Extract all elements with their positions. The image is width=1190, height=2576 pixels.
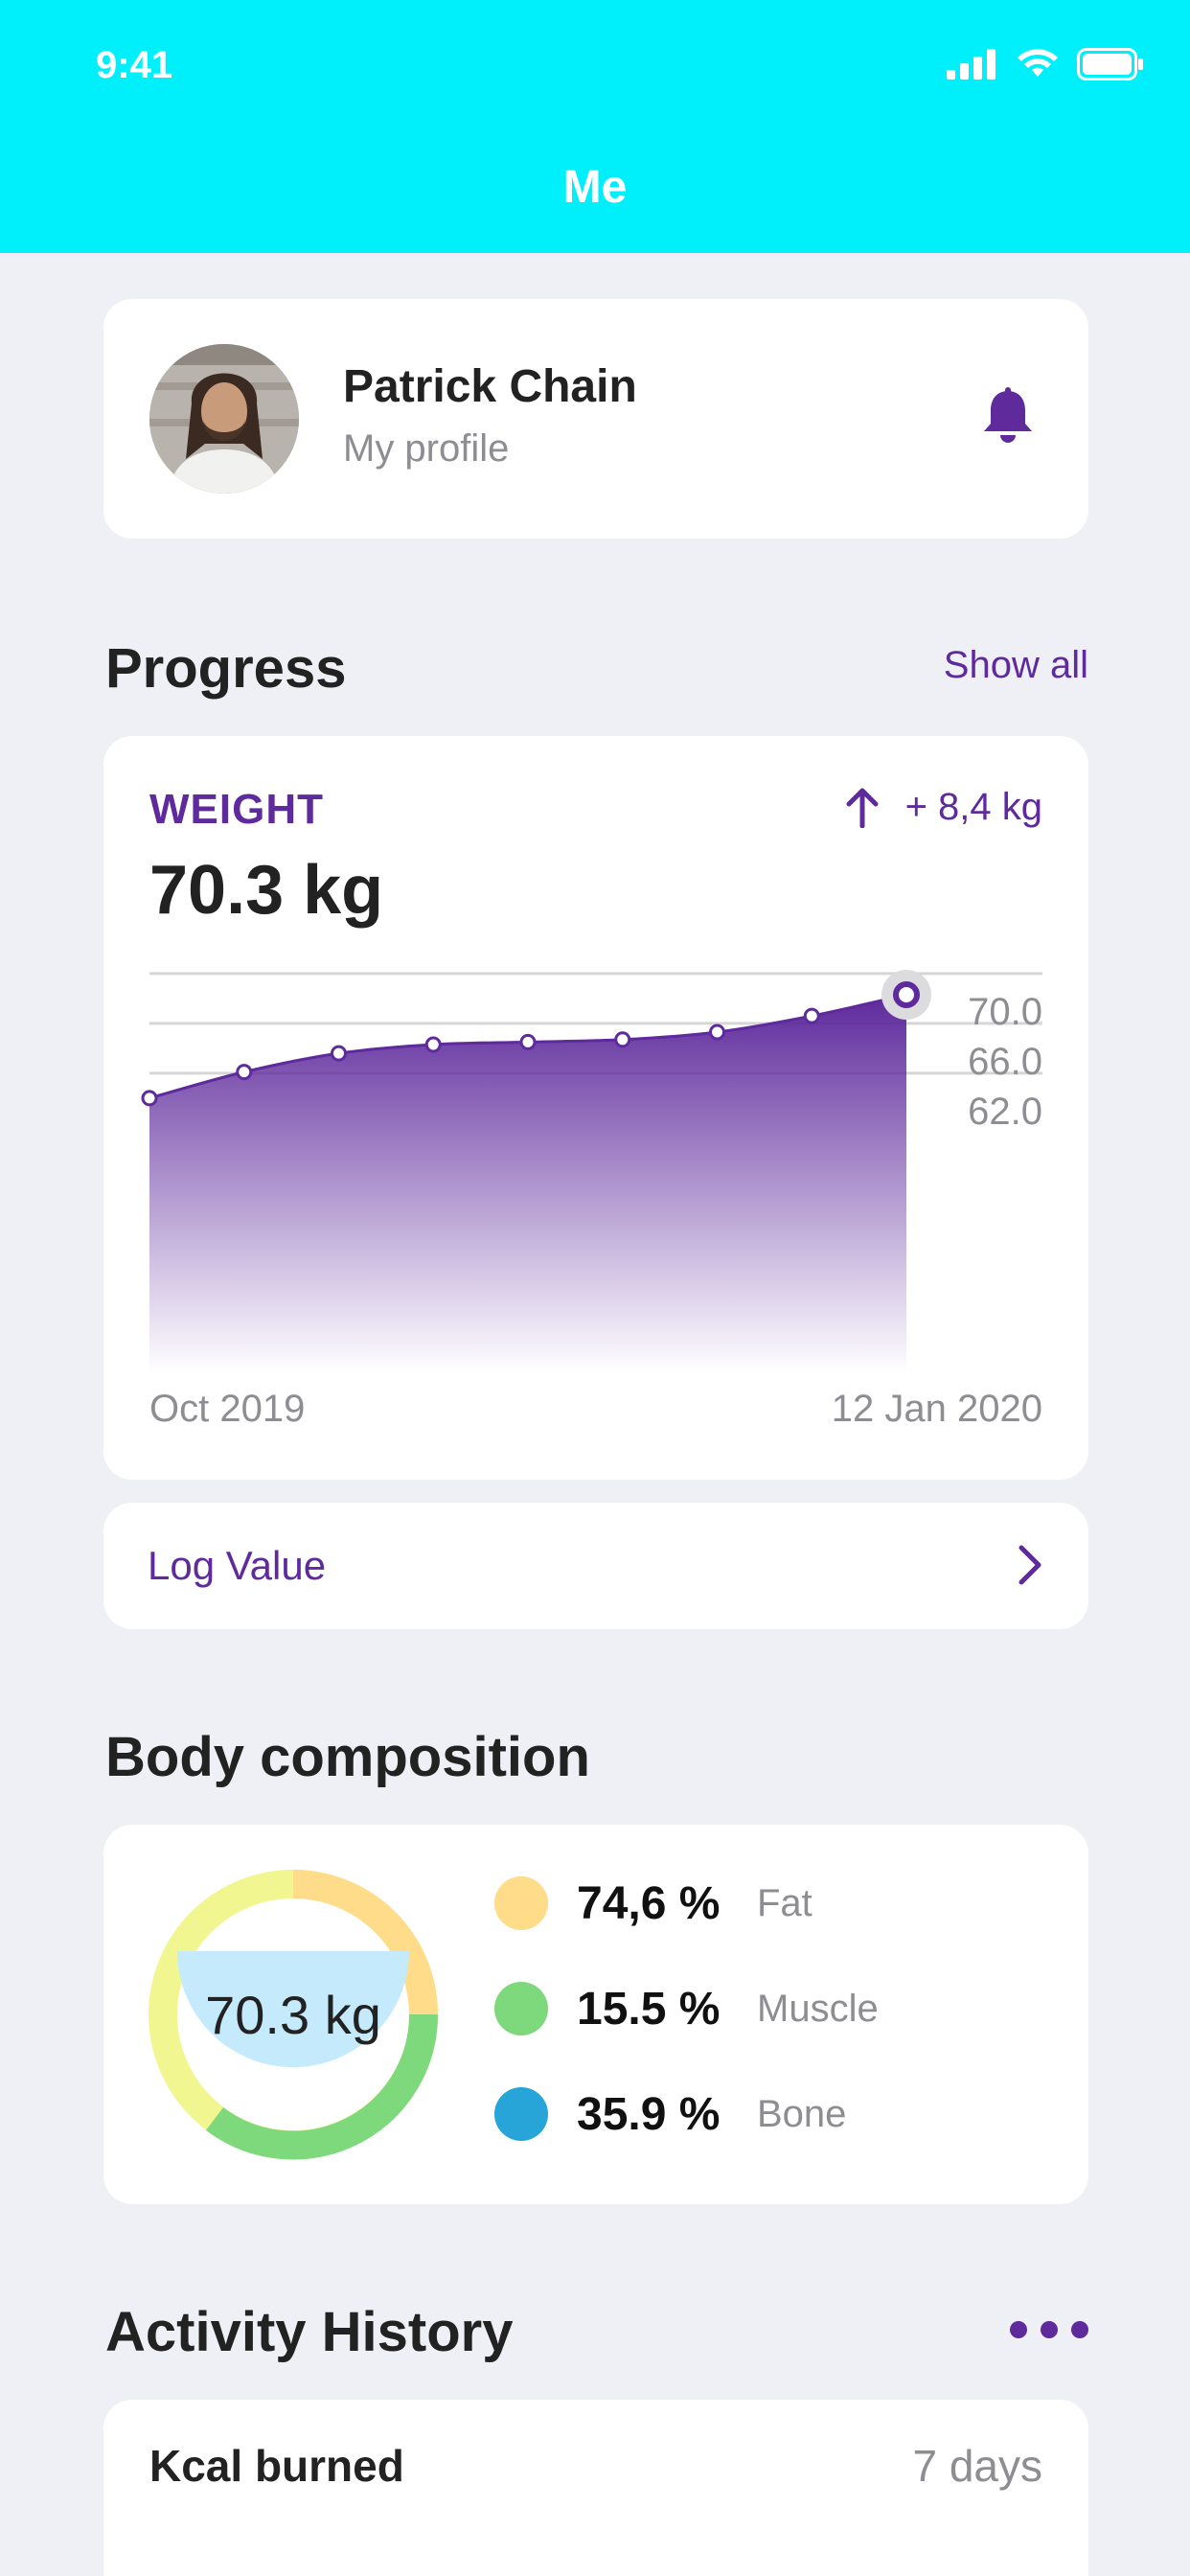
log-value-label: Log Value <box>148 1543 327 1588</box>
data-point[interactable] <box>519 1033 537 1050</box>
progress-title: Progress <box>105 637 347 700</box>
y-tick-label: 66.0 <box>968 1041 1042 1083</box>
x-axis-end: 12 Jan 2020 <box>831 1388 1042 1430</box>
avatar-image <box>149 344 299 494</box>
muscle-dot <box>494 1982 548 2036</box>
data-point[interactable] <box>236 1064 253 1081</box>
status-time: 9:41 <box>96 44 173 86</box>
page-title: Me <box>562 162 628 213</box>
more-options-icon[interactable] <box>1010 2321 1088 2338</box>
data-point[interactable] <box>614 1031 631 1048</box>
metric-label: WEIGHT <box>149 786 324 833</box>
legend-fat: 74,6 % Fat <box>494 1876 812 1930</box>
data-point[interactable] <box>331 1045 347 1062</box>
arrow-up-icon <box>846 788 879 828</box>
bone-label: Bone <box>757 2092 847 2135</box>
notification-button[interactable] <box>981 387 1035 451</box>
data-point[interactable] <box>893 981 920 1008</box>
fat-label: Fat <box>757 1881 812 1924</box>
y-tick-label: 70.0 <box>968 991 1042 1033</box>
log-value-button[interactable]: Log Value <box>103 1503 1088 1629</box>
data-point[interactable] <box>803 1007 820 1024</box>
donut-center-value: 70.3 kg <box>205 1985 381 2045</box>
body-composition-title: Body composition <box>105 1726 590 1788</box>
fat-dot <box>494 1876 548 1930</box>
top-header: 9:41 Me <box>0 0 1190 253</box>
fat-arc <box>292 1870 438 2015</box>
activity-history-title: Activity History <box>105 2301 514 2363</box>
delta-value: + 8,4 kg <box>904 786 1042 828</box>
bone-fill <box>176 1951 409 2068</box>
activity-card: Kcal burned 7 days <box>103 2400 1088 2576</box>
chevron-right-icon <box>1016 1543 1044 1592</box>
x-axis-start: Oct 2019 <box>149 1388 306 1430</box>
activity-card-title: Kcal burned <box>149 2441 404 2491</box>
body-composition-card: 70.3 kg 74,6 % Fat 15.5 % Muscle 35.9 % … <box>103 1825 1088 2204</box>
muscle-label: Muscle <box>757 1987 879 2030</box>
weight-card: WEIGHT 70.3 kg + 8,4 kg 70.0 66.0 62.0 Oct… <box>103 736 1088 1480</box>
status-icons <box>947 48 1144 80</box>
bell-icon <box>984 387 1032 443</box>
legend-muscle: 15.5 % Muscle <box>494 1982 879 2036</box>
activity-range[interactable]: 7 days <box>912 2441 1042 2491</box>
wifi-icon <box>1018 49 1058 77</box>
profile-subtitle[interactable]: My profile <box>343 427 510 470</box>
data-point[interactable] <box>709 1024 725 1041</box>
weight-area <box>149 995 906 1373</box>
battery-icon <box>1077 48 1143 80</box>
bone-value: 35.9 % <box>577 2088 721 2140</box>
weight-delta: + 8,4 kg <box>846 786 1042 829</box>
weight-chart: 70.0 66.0 62.0 <box>141 970 1042 1373</box>
data-point[interactable] <box>424 1036 442 1053</box>
profile-name: Patrick Chain <box>343 361 637 412</box>
show-all-link[interactable]: Show all <box>943 644 1088 686</box>
fat-value: 74,6 % <box>577 1877 721 1929</box>
bone-dot <box>494 2087 548 2141</box>
muscle-arc <box>205 2013 439 2160</box>
body-donut-chart <box>149 1870 439 2160</box>
y-tick-label: 62.0 <box>968 1091 1042 1133</box>
signal-icon <box>947 49 995 80</box>
data-point[interactable] <box>141 1090 158 1107</box>
legend-bone: 35.9 % Bone <box>494 2087 846 2141</box>
metric-value: 70.3 kg <box>149 852 384 929</box>
muscle-value: 15.5 % <box>577 1983 721 2035</box>
avatar[interactable] <box>149 344 299 494</box>
profile-card[interactable]: Patrick Chain My profile <box>103 299 1088 539</box>
